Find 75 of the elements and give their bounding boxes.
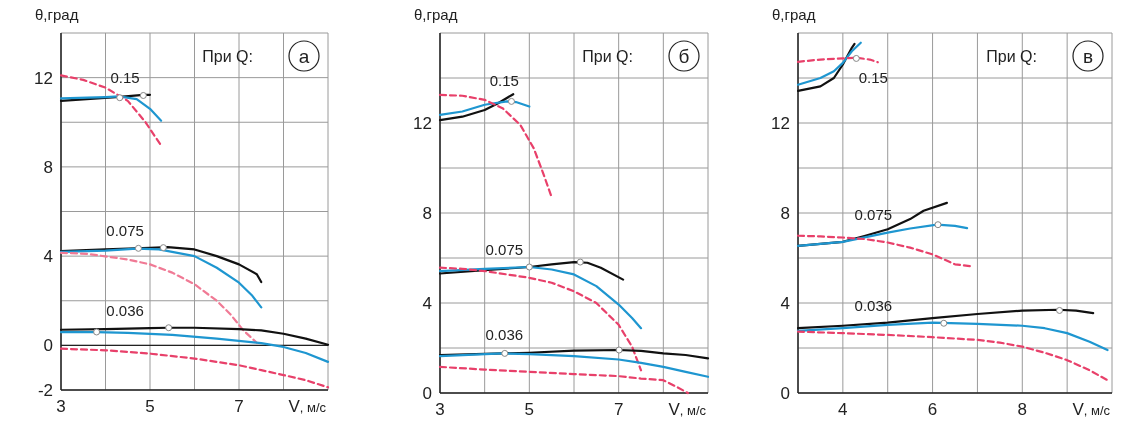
point [1056, 306, 1064, 314]
line-series [438, 260, 625, 281]
line-series [59, 246, 263, 284]
y-tick-label: 8 [780, 203, 790, 223]
y-tick-label: 0 [422, 383, 432, 403]
y-axis-title: θ,град [414, 6, 458, 23]
line-series [796, 223, 969, 247]
text: в [1082, 45, 1094, 67]
point [615, 346, 623, 354]
annotation: 0.075 [485, 241, 524, 259]
point [525, 263, 533, 271]
y-tick-label: 8 [422, 203, 432, 223]
x-tick-label: 8 [1017, 400, 1028, 419]
point [116, 94, 124, 102]
point [501, 349, 509, 357]
x-tick-label: 3 [435, 400, 445, 419]
line-series [438, 266, 643, 372]
point [940, 319, 948, 327]
line-series [796, 234, 971, 268]
point [934, 221, 942, 229]
annotation: 0.036 [106, 301, 144, 319]
annotation: 0.036 [485, 326, 524, 344]
x-axis-title: V, м/с [668, 400, 707, 419]
annotation: 0.075 [106, 221, 144, 239]
line-series [438, 93, 553, 199]
annotation: При Q: [202, 47, 253, 65]
y-tick-label: 12 [34, 68, 53, 88]
x-axis-title: V, м/с [288, 397, 327, 416]
line-series [796, 42, 856, 92]
x-tick-label: 4 [838, 400, 848, 419]
line-series [796, 330, 1109, 382]
y-tick-label: 12 [413, 113, 432, 133]
line-series [59, 74, 163, 147]
x-tick-label: 3 [56, 397, 66, 416]
x-tick-label: 5 [524, 400, 535, 419]
point [139, 91, 147, 99]
line-series [59, 326, 330, 346]
text: а [298, 45, 310, 67]
text: б [678, 45, 690, 67]
annotation: 0.075 [854, 206, 893, 224]
line-series [59, 95, 163, 122]
line-series [438, 348, 710, 360]
point [159, 244, 167, 252]
y-tick-label: 8 [43, 157, 53, 177]
line-series [796, 321, 1109, 352]
line-series [438, 93, 515, 122]
line-series [438, 365, 689, 395]
annotation: При Q: [986, 47, 1037, 65]
point [852, 54, 860, 62]
point [507, 97, 515, 105]
y-tick-label: 12 [771, 113, 790, 133]
x-axis-title: V, м/с [1072, 400, 1111, 419]
x-tick-label: 5 [145, 397, 155, 416]
point [134, 244, 142, 252]
y-axis-title: θ,град [772, 6, 816, 23]
y-tick-label: 4 [422, 293, 432, 313]
line-series [59, 251, 258, 344]
point [93, 328, 101, 336]
y-tick-label: 4 [780, 293, 790, 313]
annotation: 0.15 [489, 72, 519, 90]
x-tick-label: 6 [927, 400, 938, 419]
line-series [438, 265, 643, 330]
y-tick-label: -2 [37, 380, 53, 400]
annotation: При Q: [582, 47, 633, 65]
annotation: 0.036 [854, 296, 893, 314]
x-tick-label: 7 [613, 400, 624, 419]
point [165, 324, 173, 332]
point [576, 258, 584, 266]
y-tick-label: 4 [43, 247, 53, 267]
y-axis-title: θ,град [35, 6, 79, 23]
y-tick-label: 0 [43, 336, 53, 356]
y-tick-label: 0 [780, 383, 790, 403]
x-tick-label: 7 [234, 397, 244, 416]
annotation: 0.15 [858, 68, 888, 86]
annotation: 0.15 [110, 69, 140, 87]
